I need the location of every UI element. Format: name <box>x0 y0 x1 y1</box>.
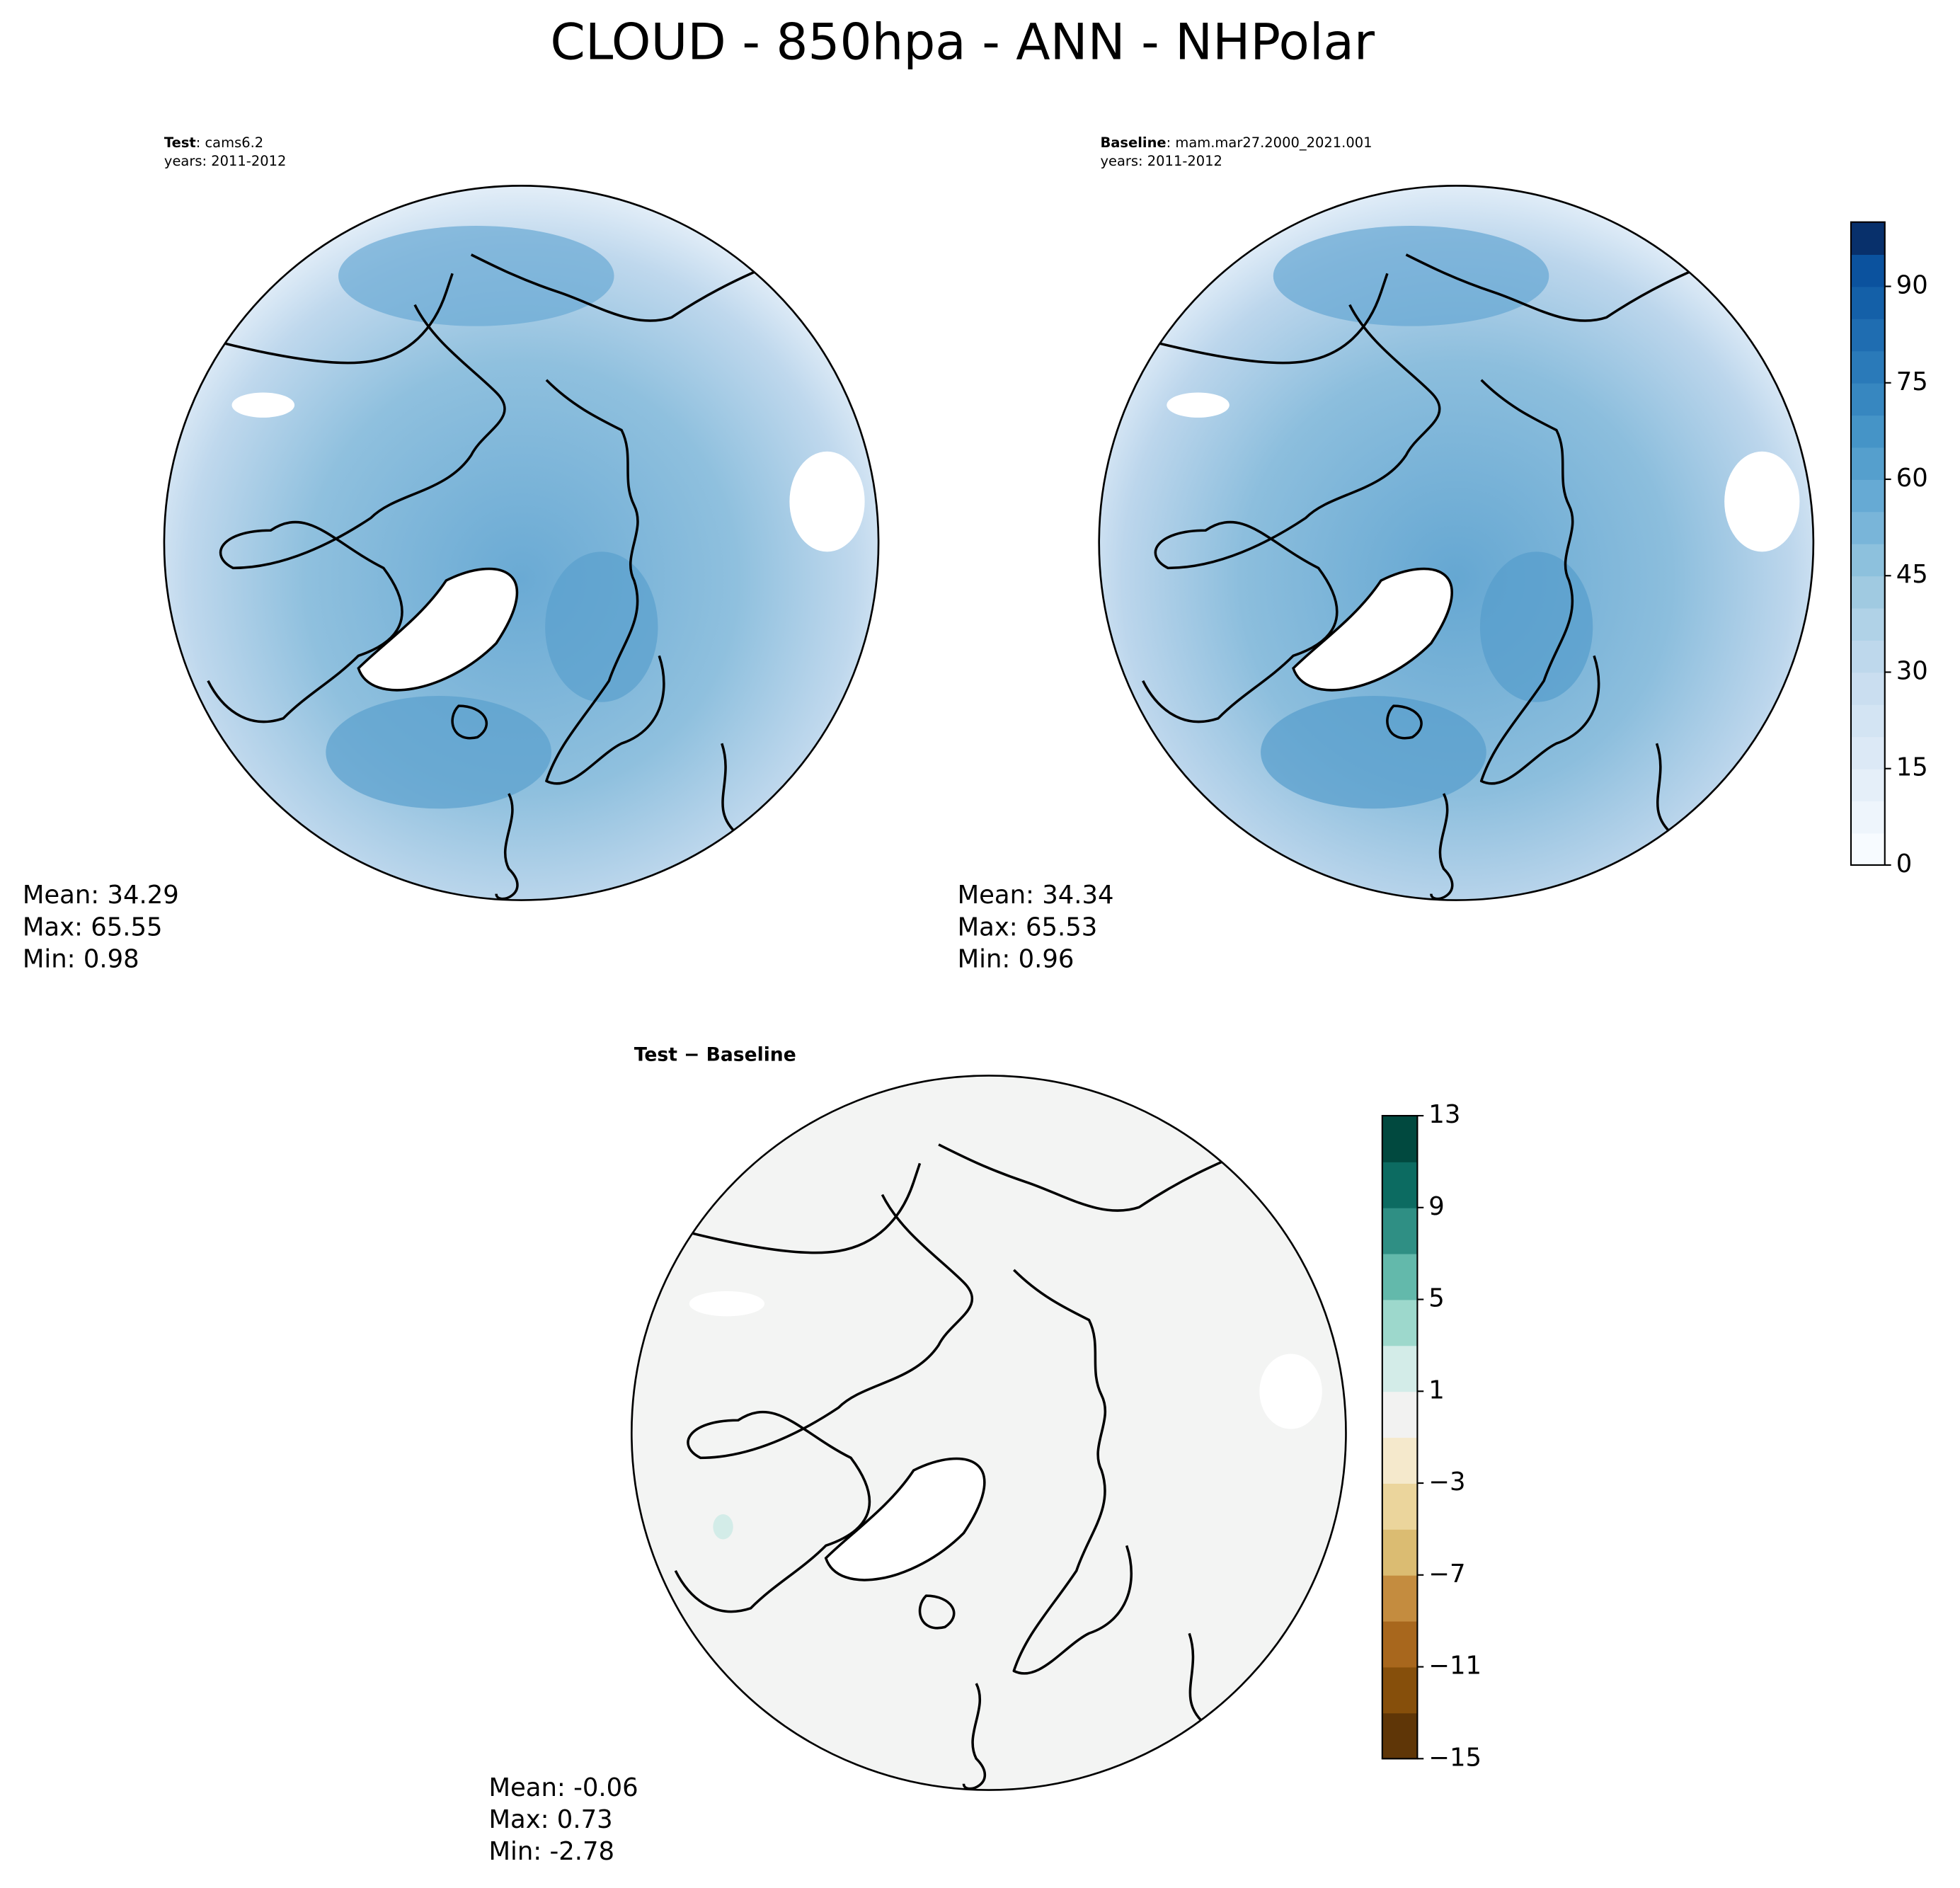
colorbar-tick-label: −11 <box>1428 1652 1482 1681</box>
colorbar-tick-label: 45 <box>1896 560 1928 589</box>
colorbar-band <box>1382 1483 1418 1530</box>
colorbar-frame <box>1381 1114 1419 1760</box>
colorbar-band <box>1850 543 1885 577</box>
colorbar-band <box>1382 1437 1418 1484</box>
panel-detail: : cams6.2 <box>196 135 263 151</box>
colorbar-band <box>1850 672 1885 705</box>
map <box>164 185 879 900</box>
colorbar-tick-label: 0 <box>1896 849 1913 879</box>
colorbar-band <box>1850 479 1885 513</box>
colorbar-tick-label: 90 <box>1896 271 1928 300</box>
colorbar-tick-label: 75 <box>1896 367 1928 396</box>
colorbar-band <box>1382 1528 1418 1576</box>
stat-line: Max: 0.73 <box>488 1805 612 1834</box>
stat-line: Mean: 34.29 <box>23 881 179 910</box>
panel-name: Test <box>164 135 196 151</box>
colorbar-band <box>1850 286 1885 319</box>
colorbar-band <box>1850 415 1885 448</box>
stat-line: Max: 65.53 <box>958 912 1098 942</box>
colorbar-band <box>1850 447 1885 480</box>
panel-header: Baseline: mam.mar27.2000_2021.001 <box>1100 135 1372 151</box>
colorbar-band <box>1382 1574 1418 1622</box>
panel-years: years: 2011-2012 <box>1100 153 1222 169</box>
map <box>631 1075 1346 1790</box>
colorbar-tick-label: 1 <box>1428 1375 1445 1404</box>
colorbar-band <box>1382 1253 1418 1300</box>
colorbar-tick-label: −7 <box>1428 1560 1465 1589</box>
stat-line: Min: 0.98 <box>23 945 139 974</box>
colorbar-tick-label: 30 <box>1896 656 1928 685</box>
colorbar-tick-label: −3 <box>1428 1468 1465 1497</box>
colorbar-band <box>1850 382 1885 416</box>
colorbar-band <box>1850 768 1885 802</box>
colorbar-band <box>1382 1391 1418 1438</box>
colorbar-band <box>1382 1161 1418 1208</box>
colorbar-tick-label: −15 <box>1428 1743 1482 1772</box>
colorbar-tick-label: 5 <box>1428 1284 1445 1313</box>
colorbar-band <box>1382 1299 1418 1346</box>
panel-name: Baseline <box>1100 135 1166 151</box>
colorbar-band <box>1850 254 1885 287</box>
colorbar-band <box>1382 1712 1418 1760</box>
stat-line: Mean: 34.34 <box>958 881 1114 910</box>
colorbar-band <box>1382 1207 1418 1254</box>
colorbar-band <box>1382 1666 1418 1714</box>
colorbar-band <box>1382 1116 1418 1162</box>
colorbar-band <box>1382 1620 1418 1668</box>
panel-years: years: 2011-2012 <box>164 153 286 169</box>
colorbar-band <box>1850 736 1885 769</box>
colorbar-band <box>1850 833 1885 866</box>
colorbar-band <box>1382 1345 1418 1392</box>
stat-line: Min: 0.96 <box>958 945 1074 974</box>
colorbar-band <box>1850 511 1885 544</box>
stat-line: Mean: -0.06 <box>488 1773 638 1802</box>
colorbar-tick-label: 60 <box>1896 464 1928 493</box>
panel-header: Test: cams6.2 <box>164 135 263 151</box>
colorbar-tick-label: 13 <box>1428 1100 1460 1129</box>
stat-line: Min: -2.78 <box>488 1837 614 1866</box>
panel-detail: : mam.mar27.2000_2021.001 <box>1167 135 1372 151</box>
colorbar-band <box>1850 222 1885 256</box>
colorbar-band <box>1850 801 1885 834</box>
colorbar-tick-label: 9 <box>1428 1192 1445 1221</box>
panel-name: Test − Baseline <box>634 1044 796 1066</box>
colorbar-band <box>1850 640 1885 673</box>
colorbar-band <box>1850 318 1885 352</box>
colorbar-band <box>1850 607 1885 641</box>
colorbar-frame <box>1850 221 1886 866</box>
map <box>1099 185 1813 900</box>
colorbar-band <box>1850 350 1885 384</box>
colorbar-band <box>1850 704 1885 738</box>
figure-title: CLOUD - 850hpa - ANN - NHPolar <box>550 13 1375 71</box>
colorbar-tick-label: 15 <box>1896 753 1928 782</box>
stat-line: Max: 65.55 <box>23 912 163 942</box>
colorbar-band <box>1850 576 1885 609</box>
